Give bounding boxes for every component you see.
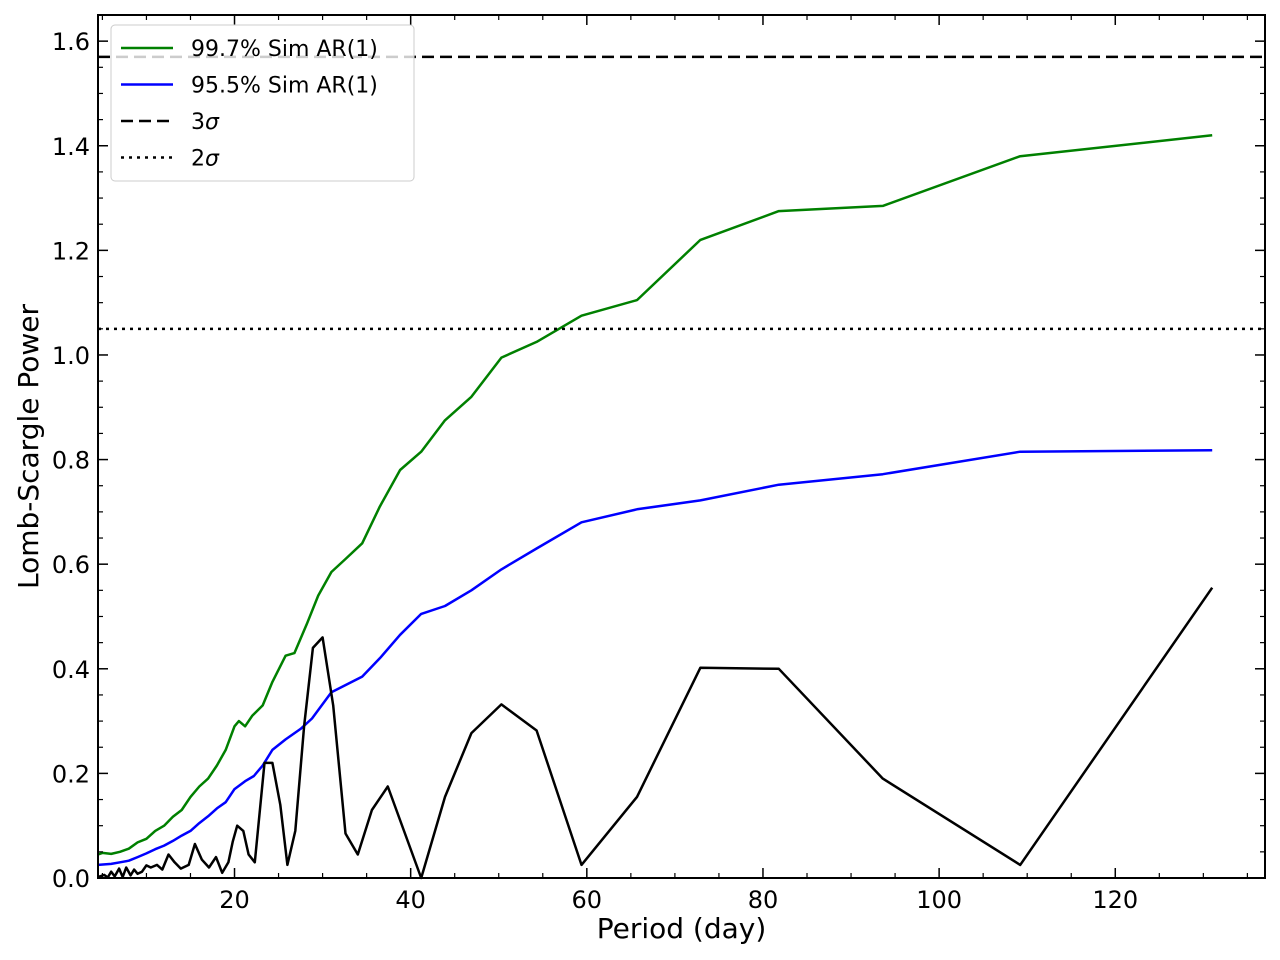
y-tick-label: 0.6 bbox=[52, 551, 90, 579]
legend-label-2: 3σ bbox=[191, 110, 220, 135]
legend-label-0: 99.7% Sim AR(1) bbox=[191, 37, 378, 62]
y-tick-label: 0.4 bbox=[52, 656, 90, 684]
x-axis-label: Period (day) bbox=[597, 912, 767, 945]
series-line-1 bbox=[97, 448, 1213, 867]
y-tick-label: 0.8 bbox=[52, 447, 90, 475]
plot-frame bbox=[97, 14, 1266, 879]
x-tick-label: 20 bbox=[219, 886, 250, 914]
x-tick-label: 80 bbox=[748, 886, 779, 914]
y-tick-label: 1.6 bbox=[52, 28, 90, 56]
legend-label-3: 2σ bbox=[191, 147, 220, 172]
y-tick-label: 1.2 bbox=[52, 237, 90, 265]
y-tick-label: 1.0 bbox=[52, 342, 90, 370]
legend-box bbox=[110, 24, 415, 182]
y-tick-label: 1.4 bbox=[52, 133, 90, 161]
x-tick-label: 60 bbox=[572, 886, 603, 914]
series-line-0 bbox=[97, 134, 1213, 856]
legend-label-1: 95.5% Sim AR(1) bbox=[191, 74, 378, 99]
series-line-2 bbox=[97, 586, 1214, 880]
ticks-layer: 20 40 60 80 100 120 0.0 0.2 0.4 0.6 0.8 1.0 1.2 1.4 1.… bbox=[52, 14, 1265, 914]
y-tick-label: 0.2 bbox=[52, 760, 90, 788]
legend: 99.7% Sim AR(1) 95.5% Sim AR(1) 3σ 2σ bbox=[110, 24, 415, 182]
x-tick-label: 40 bbox=[395, 886, 426, 914]
series-layer bbox=[97, 55, 1265, 880]
y-axis-label: Lomb-Scargle Power bbox=[12, 303, 45, 589]
x-tick-label: 100 bbox=[916, 886, 962, 914]
y-tick-label: 0.0 bbox=[52, 865, 90, 893]
x-tick-label: 120 bbox=[1092, 886, 1138, 914]
